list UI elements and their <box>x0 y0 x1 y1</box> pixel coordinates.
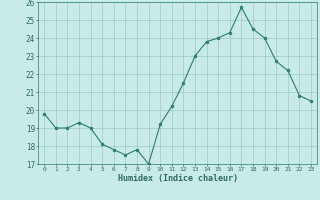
X-axis label: Humidex (Indice chaleur): Humidex (Indice chaleur) <box>118 174 238 183</box>
